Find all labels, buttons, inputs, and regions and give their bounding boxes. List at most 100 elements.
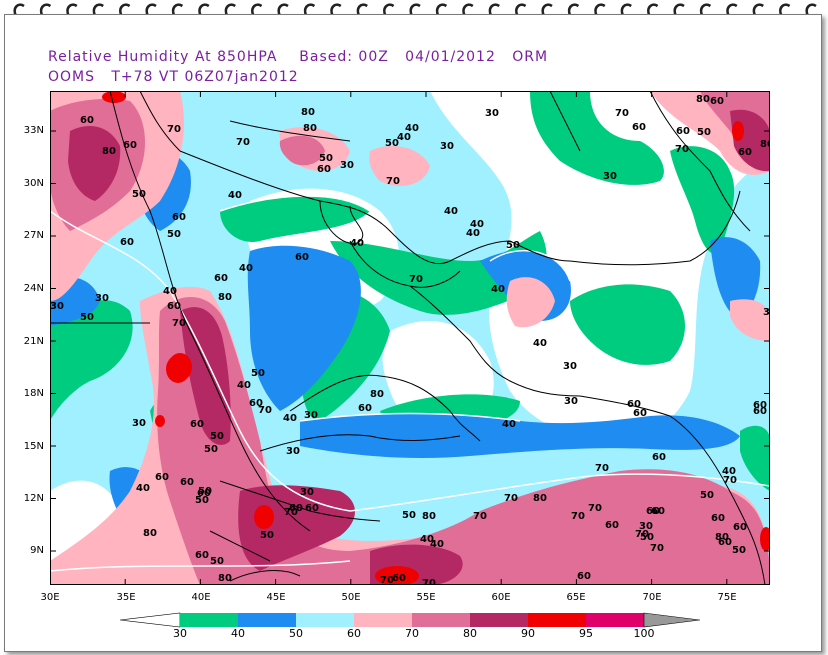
lon-label: 55E [416,592,436,603]
colorbar-label: 80 [463,627,477,640]
contour-label: 40 [444,206,458,217]
contour-label: 80 [760,139,770,150]
contour-label: 50 [732,545,746,556]
contour-label: 80 [303,123,317,134]
contour-label: 60 [317,164,331,175]
contour-label: 40 [283,413,297,424]
contour-label: 60 [710,96,724,107]
colorbar-swatch [412,613,470,627]
lat-label: 30N [23,178,44,189]
contour-label: 50 [195,495,209,506]
colorbar-label: 30 [173,627,187,640]
colorbar-swatch [586,613,644,627]
contour-label: 70 [588,503,602,514]
contour-label: 40 [491,284,505,295]
contour-label: 60 [295,252,309,263]
contour-label: 40 [397,132,411,143]
contour-label: 40 [533,338,547,349]
contour-label: 80 [370,389,384,400]
contour-label: 30 [95,293,109,304]
contour-label: 30 [286,446,300,457]
contour-label: 50 [700,490,714,501]
colorbar-label: 60 [347,627,361,640]
lon-label: 65E [566,592,586,603]
lon-label: 40E [191,592,211,603]
contour-label: 30 [603,171,617,182]
contour-label: 60 [305,503,319,514]
contour-label: 60 [214,273,228,284]
colorbar-swatch [528,613,586,627]
contour-label: 70 [615,108,629,119]
lon-label: 30E [40,592,60,603]
contour-label: 30 [563,361,577,372]
contour-label: 40 [239,263,253,274]
contour-label: 70 [422,578,436,585]
contour-label: 50 [385,138,399,149]
contour-label: 40 [502,419,516,430]
contour-label: 70 [595,463,609,474]
colorbar-label: 70 [405,627,419,640]
contour-label: 60 [753,406,767,417]
contour-label: 50 [251,368,265,379]
contour-label: 80 [218,292,232,303]
lat-label: 18N [23,388,44,399]
colorbar-arrow-left [120,612,181,628]
contour-label: 80 [218,573,232,584]
contour-label: 60 [652,452,666,463]
lon-label: 50E [341,592,361,603]
contour-label: 50 [697,127,711,138]
lat-label: 15N [23,441,44,452]
contour-label: 60 [180,477,194,488]
colorbar-label: 40 [231,627,245,640]
lon-label: 45E [266,592,286,603]
contour-label: 80 [143,528,157,539]
contour-label: 30 [639,521,653,532]
contour-label: 60 [80,115,94,126]
humidity-map: 6080706080304030608070606060805070805030… [50,91,770,585]
colorbar-arrow-right [643,612,700,628]
contour-label: 30 [50,301,64,312]
colorbar-label: 100 [633,627,655,640]
contour-label: 40 [350,238,364,249]
contour-label: 60 [120,237,134,248]
contour-label: 70 [571,511,585,522]
contour-label: 40 [430,539,444,550]
contour-label: 50 [506,240,520,251]
contour-label: 70 [172,318,186,329]
contour-label: 60 [577,571,591,582]
colorbar-swatch [354,613,412,627]
contour-label: 30 [564,396,578,407]
contour-label: 60 [718,537,732,548]
contour-label: 60 [289,503,303,514]
contour-label: 60 [738,147,752,158]
contour-label: 70 [236,137,250,148]
contour-label: 50 [204,444,218,455]
contour-label: 70 [650,543,664,554]
contour-label: 60 [167,301,181,312]
lon-label: 75E [717,592,737,603]
contour-label: 60 [676,126,690,137]
contour-label: 60 [195,550,209,561]
contour-label: 70 [284,507,298,518]
lon-label: 35E [116,592,136,603]
contour-label: 60 [358,403,372,414]
contour-label: 50 [210,556,224,567]
lat-label: 27N [23,230,44,241]
contour-label: 80 [533,493,547,504]
contour-label: 30 [340,160,354,171]
contour-label: 40 [420,534,434,545]
lat-label: 21N [23,336,44,347]
contour-label: 60 [711,513,725,524]
contour-label: 60 [632,122,646,133]
chart-title: Relative Humidity At 850HPA Based: 00Z 0… [48,49,549,65]
colorbar-label: 95 [579,627,593,640]
contour-label: 70 [380,575,394,585]
contour-label: 60 [733,522,747,533]
contour-label: 50 [167,229,181,240]
contour-label: 40 [163,286,177,297]
contour-label: 50 [210,431,224,442]
contour-label: 80 [102,146,116,157]
contour-label: 60 [753,400,767,411]
contour-label: 50 [260,530,274,541]
chart-subtitle: OOMS T+78 VT 06Z07jan2012 [48,69,299,85]
